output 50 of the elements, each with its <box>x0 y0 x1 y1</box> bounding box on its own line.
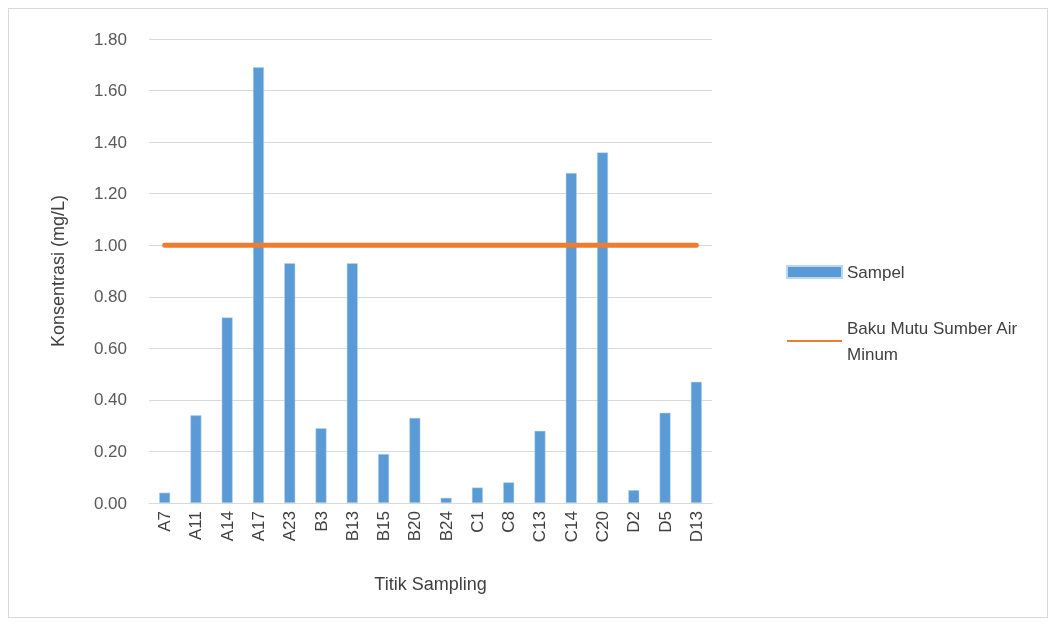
x-tick-label: B3 <box>311 511 331 532</box>
x-tick-label: C14 <box>561 511 581 543</box>
y-axis-title: Konsentrasi (mg/L) <box>48 194 68 348</box>
x-tick-label: A11 <box>186 511 206 540</box>
bar <box>440 497 452 503</box>
y-tick-label: 0.40 <box>93 390 127 410</box>
bar <box>190 415 202 503</box>
legend-label: Sampel <box>847 262 905 282</box>
bar <box>346 263 358 503</box>
y-tick-label: 0.60 <box>93 338 127 358</box>
x-tick-label: A7 <box>155 511 175 532</box>
y-tick-label: 1.40 <box>93 132 127 152</box>
x-tick-label: D5 <box>655 511 675 533</box>
x-tick-label: B24 <box>436 511 456 542</box>
bar <box>315 428 327 503</box>
x-tick-label: A14 <box>217 511 237 542</box>
y-tick-label: 0.80 <box>93 287 127 307</box>
x-tick-label: B15 <box>374 511 394 542</box>
bar <box>284 263 296 503</box>
bar <box>565 173 577 503</box>
x-tick-label: A17 <box>248 511 268 542</box>
x-tick-label: C13 <box>530 511 550 543</box>
bar <box>659 412 671 503</box>
bar <box>628 490 640 503</box>
x-tick-label: C20 <box>593 511 613 543</box>
x-tick-label: B20 <box>405 511 425 542</box>
x-axis-title: Titik Sampling <box>374 574 487 594</box>
bar <box>159 492 171 503</box>
bar <box>378 454 390 503</box>
bar <box>221 317 233 503</box>
y-tick-label: 1.80 <box>93 29 127 49</box>
y-tick-label: 1.60 <box>93 81 127 101</box>
x-tick-label: C8 <box>499 511 519 533</box>
x-tick-label: D13 <box>686 511 706 543</box>
bar <box>597 152 608 503</box>
bar <box>534 430 546 503</box>
bar <box>253 67 264 503</box>
bar <box>471 487 483 503</box>
y-tick-label: 1.00 <box>93 235 127 255</box>
bar <box>409 417 421 503</box>
x-tick-label: C1 <box>467 511 487 533</box>
y-tick-label: 1.20 <box>93 184 127 204</box>
y-tick-label: 0.00 <box>93 493 127 513</box>
x-tick-label: D2 <box>624 511 644 533</box>
bar <box>690 381 702 503</box>
y-tick-label: 0.20 <box>93 441 127 461</box>
bar <box>503 482 515 503</box>
x-tick-label: A23 <box>280 511 300 542</box>
legend-label: Baku Mutu Sumber Air Minum <box>847 318 1022 364</box>
x-tick-label: B13 <box>342 511 362 542</box>
